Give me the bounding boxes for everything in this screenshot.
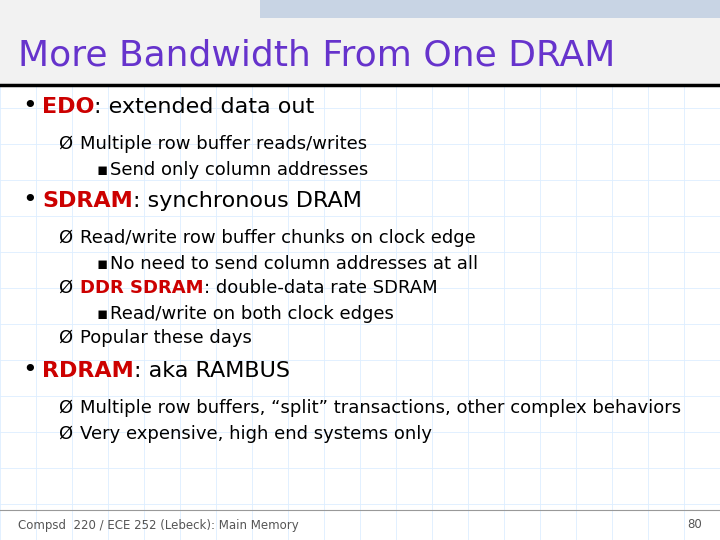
Text: Ø: Ø [58, 329, 72, 347]
Text: Popular these days: Popular these days [80, 329, 252, 347]
Text: Ø: Ø [58, 229, 72, 247]
Text: EDO: EDO [42, 97, 94, 117]
Text: RDRAM: RDRAM [42, 361, 134, 381]
Text: : synchronous DRAM: : synchronous DRAM [132, 191, 361, 211]
Text: SDRAM: SDRAM [42, 191, 132, 211]
Text: •: • [22, 188, 37, 212]
Text: No need to send column addresses at all: No need to send column addresses at all [110, 255, 478, 273]
Text: : double-data rate SDRAM: : double-data rate SDRAM [204, 279, 437, 297]
Text: •: • [22, 358, 37, 382]
Text: Ø: Ø [58, 279, 72, 297]
Text: •: • [22, 94, 37, 118]
Text: DDR SDRAM: DDR SDRAM [80, 279, 204, 297]
Text: Send only column addresses: Send only column addresses [110, 161, 368, 179]
Text: Ø: Ø [58, 135, 72, 153]
Text: Ø: Ø [58, 399, 72, 417]
Text: Multiple row buffers, “split” transactions, other complex behaviors: Multiple row buffers, “split” transactio… [80, 399, 681, 417]
Text: ▪: ▪ [96, 305, 107, 323]
Text: Compsd  220 / ECE 252 (Lebeck): Main Memory: Compsd 220 / ECE 252 (Lebeck): Main Memo… [18, 518, 299, 531]
Text: Very expensive, high end systems only: Very expensive, high end systems only [80, 425, 432, 443]
Text: Read/write on both clock edges: Read/write on both clock edges [110, 305, 394, 323]
Bar [0, 0, 720, 85]
Text: Multiple row buffer reads/writes: Multiple row buffer reads/writes [80, 135, 367, 153]
Text: : extended data out: : extended data out [94, 97, 315, 117]
Text: ▪: ▪ [96, 255, 107, 273]
Text: ▪: ▪ [96, 161, 107, 179]
Text: More Bandwidth From One DRAM: More Bandwidth From One DRAM [18, 38, 616, 72]
Text: Read/write row buffer chunks on clock edge: Read/write row buffer chunks on clock ed… [80, 229, 476, 247]
Text: Ø: Ø [58, 425, 72, 443]
Text: : aka RAMBUS: : aka RAMBUS [134, 361, 289, 381]
Bar [260, 0, 720, 18]
Text: 80: 80 [688, 518, 702, 531]
